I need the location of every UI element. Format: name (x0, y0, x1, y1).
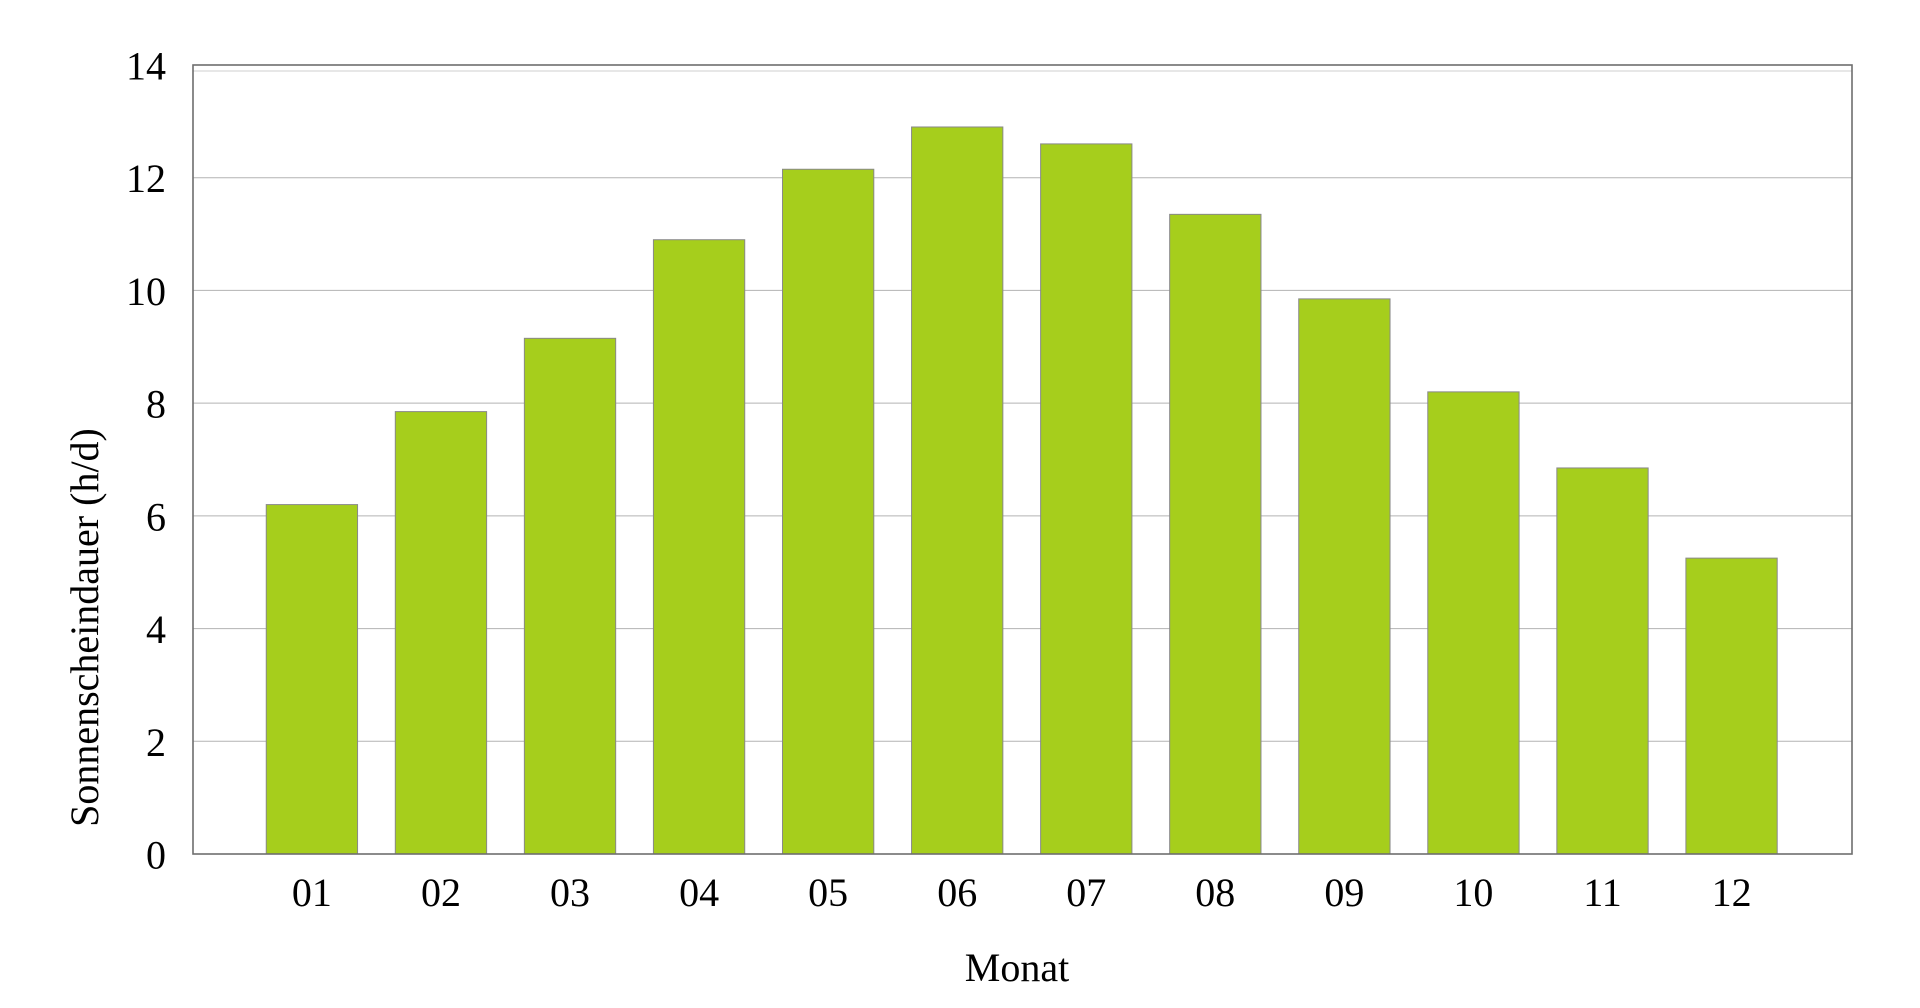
svg-text:01: 01 (292, 870, 332, 915)
svg-text:07: 07 (1066, 870, 1106, 915)
svg-text:06: 06 (937, 870, 977, 915)
svg-text:11: 11 (1583, 870, 1622, 915)
svg-text:04: 04 (679, 870, 719, 915)
svg-text:10: 10 (1453, 870, 1493, 915)
svg-text:10: 10 (126, 269, 166, 314)
svg-text:09: 09 (1324, 870, 1364, 915)
svg-text:2: 2 (146, 720, 166, 765)
svg-text:03: 03 (550, 870, 590, 915)
svg-text:6: 6 (146, 494, 166, 539)
svg-text:08: 08 (1195, 870, 1235, 915)
svg-text:14: 14 (126, 44, 166, 89)
svg-text:12: 12 (1712, 870, 1752, 915)
svg-text:05: 05 (808, 870, 848, 915)
svg-text:0: 0 (146, 833, 166, 878)
svg-text:8: 8 (146, 382, 166, 427)
svg-text:12: 12 (126, 156, 166, 201)
svg-text:4: 4 (146, 607, 166, 652)
svg-text:02: 02 (421, 870, 461, 915)
